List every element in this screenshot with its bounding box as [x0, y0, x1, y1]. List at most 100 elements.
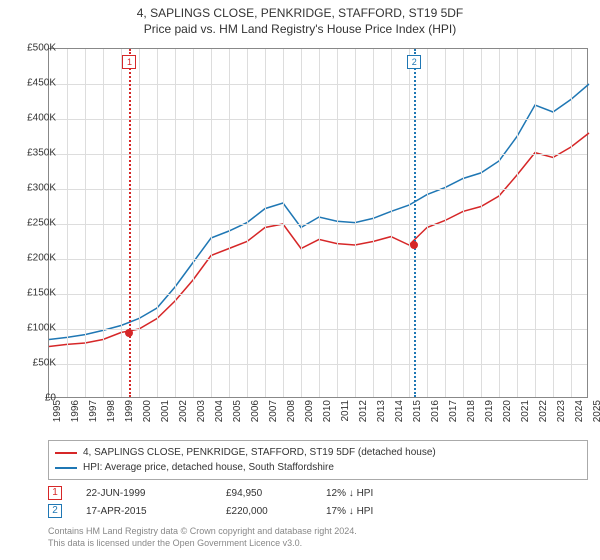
- gridline-v: [301, 49, 302, 397]
- gridline-v: [463, 49, 464, 397]
- x-tick-label: 2017: [448, 400, 459, 432]
- gridline-v: [157, 49, 158, 397]
- gridline-v: [571, 49, 572, 397]
- footer-line-2: This data is licensed under the Open Gov…: [48, 538, 357, 550]
- x-tick-label: 2006: [250, 400, 261, 432]
- gridline-v: [193, 49, 194, 397]
- x-tick-label: 2018: [466, 400, 477, 432]
- chart-plot-area: 12: [48, 48, 588, 398]
- gridline-v: [139, 49, 140, 397]
- legend-item-property: 4, SAPLINGS CLOSE, PENKRIDGE, STAFFORD, …: [55, 445, 581, 460]
- chart-footer: Contains HM Land Registry data © Crown c…: [48, 526, 357, 549]
- reference-marker-1: 1: [122, 55, 136, 69]
- x-tick-label: 2012: [358, 400, 369, 432]
- gridline-v: [211, 49, 212, 397]
- gridline-v: [517, 49, 518, 397]
- x-tick-label: 2008: [286, 400, 297, 432]
- sales-marker-2: 2: [48, 504, 62, 518]
- legend-swatch-property: [55, 452, 77, 454]
- gridline-v: [265, 49, 266, 397]
- x-tick-label: 2000: [142, 400, 153, 432]
- sales-diff-2: 17% ↓ HPI: [326, 506, 426, 517]
- sales-marker-1: 1: [48, 486, 62, 500]
- footer-line-1: Contains HM Land Registry data © Crown c…: [48, 526, 357, 538]
- gridline-v: [391, 49, 392, 397]
- gridline-v: [481, 49, 482, 397]
- legend-swatch-hpi: [55, 467, 77, 469]
- x-tick-label: 1998: [106, 400, 117, 432]
- y-tick-label: £100K: [12, 323, 56, 334]
- sales-date-1: 22-JUN-1999: [86, 488, 226, 499]
- y-tick-label: £250K: [12, 218, 56, 229]
- x-tick-label: 2009: [304, 400, 315, 432]
- sale-point-2: [410, 241, 418, 249]
- gridline-v: [499, 49, 500, 397]
- y-tick-label: £50K: [12, 358, 56, 369]
- x-tick-label: 2005: [232, 400, 243, 432]
- x-tick-label: 1996: [70, 400, 81, 432]
- legend-label-property: 4, SAPLINGS CLOSE, PENKRIDGE, STAFFORD, …: [83, 447, 436, 458]
- x-tick-label: 2023: [556, 400, 567, 432]
- gridline-v: [373, 49, 374, 397]
- gridline-v: [283, 49, 284, 397]
- gridline-v: [535, 49, 536, 397]
- x-tick-label: 2013: [376, 400, 387, 432]
- x-tick-label: 2022: [538, 400, 549, 432]
- chart-title: 4, SAPLINGS CLOSE, PENKRIDGE, STAFFORD, …: [0, 0, 600, 20]
- chart-subtitle: Price paid vs. HM Land Registry's House …: [0, 20, 600, 42]
- gridline-v: [85, 49, 86, 397]
- gridline-v: [553, 49, 554, 397]
- x-tick-label: 1999: [124, 400, 135, 432]
- gridline-v: [67, 49, 68, 397]
- gridline-v: [319, 49, 320, 397]
- sales-price-2: £220,000: [226, 506, 326, 517]
- x-tick-label: 2010: [322, 400, 333, 432]
- gridline-v: [103, 49, 104, 397]
- x-tick-label: 2020: [502, 400, 513, 432]
- gridline-v: [175, 49, 176, 397]
- x-tick-label: 2016: [430, 400, 441, 432]
- gridline-v: [445, 49, 446, 397]
- x-tick-label: 2001: [160, 400, 171, 432]
- x-tick-label: 2011: [340, 400, 351, 432]
- x-tick-label: 2014: [394, 400, 405, 432]
- sales-diff-1: 12% ↓ HPI: [326, 488, 426, 499]
- x-tick-label: 1995: [52, 400, 63, 432]
- sales-table: 1 22-JUN-1999 £94,950 12% ↓ HPI 2 17-APR…: [48, 484, 588, 520]
- x-tick-label: 1997: [88, 400, 99, 432]
- gridline-v: [427, 49, 428, 397]
- y-tick-label: £400K: [12, 113, 56, 124]
- reference-line-2: [414, 49, 416, 397]
- x-tick-label: 2004: [214, 400, 225, 432]
- chart-legend: 4, SAPLINGS CLOSE, PENKRIDGE, STAFFORD, …: [48, 440, 588, 480]
- y-tick-label: £200K: [12, 253, 56, 264]
- gridline-v: [355, 49, 356, 397]
- sales-price-1: £94,950: [226, 488, 326, 499]
- sales-row-1: 1 22-JUN-1999 £94,950 12% ↓ HPI: [48, 484, 588, 502]
- x-tick-label: 2002: [178, 400, 189, 432]
- x-tick-label: 2003: [196, 400, 207, 432]
- x-tick-label: 2024: [574, 400, 585, 432]
- reference-marker-2: 2: [407, 55, 421, 69]
- x-tick-label: 2025: [592, 400, 600, 432]
- y-tick-label: £350K: [12, 148, 56, 159]
- y-tick-label: £500K: [12, 43, 56, 54]
- gridline-v: [229, 49, 230, 397]
- reference-line-1: [129, 49, 131, 397]
- sale-point-1: [125, 329, 133, 337]
- sales-date-2: 17-APR-2015: [86, 506, 226, 517]
- x-tick-label: 2015: [412, 400, 423, 432]
- gridline-v: [337, 49, 338, 397]
- y-tick-label: £0: [12, 393, 56, 404]
- sales-row-2: 2 17-APR-2015 £220,000 17% ↓ HPI: [48, 502, 588, 520]
- gridline-v: [247, 49, 248, 397]
- y-tick-label: £450K: [12, 78, 56, 89]
- x-tick-label: 2007: [268, 400, 279, 432]
- gridline-v: [409, 49, 410, 397]
- legend-item-hpi: HPI: Average price, detached house, Sout…: [55, 460, 581, 475]
- x-tick-label: 2019: [484, 400, 495, 432]
- gridline-v: [121, 49, 122, 397]
- legend-label-hpi: HPI: Average price, detached house, Sout…: [83, 462, 334, 473]
- y-tick-label: £150K: [12, 288, 56, 299]
- y-tick-label: £300K: [12, 183, 56, 194]
